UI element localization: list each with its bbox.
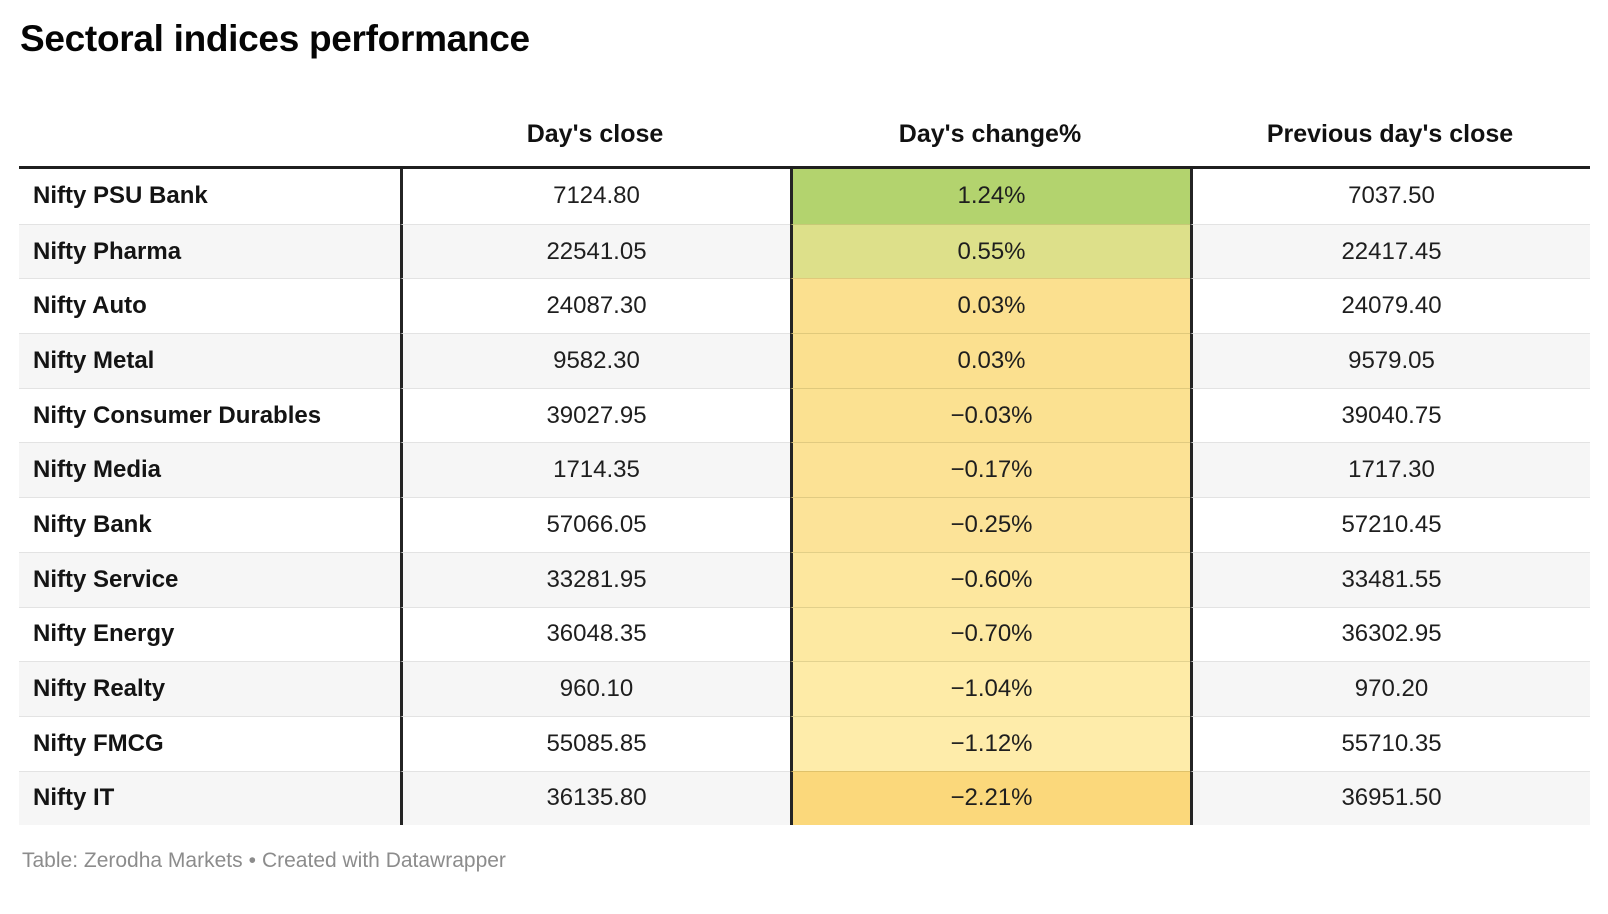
- previous-close-cell: 7037.50: [1190, 169, 1590, 224]
- previous-close-cell: 39040.75: [1190, 387, 1590, 443]
- table-row: Nifty Auto 24087.30 0.03% 24079.40: [19, 278, 1590, 334]
- days-change-cell: −0.03%: [790, 387, 1190, 443]
- days-close-cell: 57066.05: [400, 497, 790, 552]
- table-footer: Table: Zerodha Markets • Created with Data…: [22, 849, 1608, 873]
- previous-close-cell: 36302.95: [1190, 606, 1590, 662]
- column-header-previous-close: Previous day's close: [1266, 120, 1514, 148]
- previous-close-cell: 33481.55: [1190, 551, 1590, 607]
- row-label: Nifty Auto: [19, 278, 400, 334]
- table-body: Nifty PSU Bank 7124.80 1.24% 7037.50 Nif…: [19, 169, 1590, 826]
- days-close-cell: 33281.95: [400, 551, 790, 607]
- row-label: Nifty Consumer Durables: [19, 387, 400, 443]
- datawrapper-table-page: Sectoral indices performance Day's close…: [0, 18, 1608, 914]
- days-close-cell: 960.10: [400, 661, 790, 716]
- row-label: Nifty FMCG: [19, 715, 400, 771]
- days-close-cell: 36135.80: [400, 770, 790, 826]
- sectoral-indices-table: Day's close Day's change% Previous day's…: [19, 60, 1590, 826]
- table-header-row: Day's close Day's change% Previous day's…: [19, 60, 1590, 169]
- days-change-cell: −1.04%: [790, 661, 1190, 716]
- row-label: Nifty Energy: [19, 606, 400, 662]
- row-label: Nifty Realty: [19, 661, 400, 716]
- row-label: Nifty Bank: [19, 497, 400, 552]
- column-header-days-close: Day's close: [526, 120, 664, 148]
- source-label: Table: Zerodha Markets: [22, 849, 243, 873]
- table-row: Nifty PSU Bank 7124.80 1.24% 7037.50: [19, 169, 1590, 224]
- days-change-cell: −0.17%: [790, 442, 1190, 498]
- column-header-days-change: Day's change%: [898, 120, 1082, 148]
- table-row: Nifty Pharma 22541.05 0.55% 22417.45: [19, 223, 1590, 279]
- days-change-cell: −0.70%: [790, 606, 1190, 662]
- days-close-cell: 55085.85: [400, 715, 790, 771]
- table-row: Nifty Consumer Durables 39027.95 −0.03% …: [19, 387, 1590, 443]
- previous-close-cell: 1717.30: [1190, 442, 1590, 498]
- previous-close-cell: 9579.05: [1190, 333, 1590, 388]
- previous-close-cell: 57210.45: [1190, 497, 1590, 552]
- days-close-cell: 7124.80: [400, 169, 790, 224]
- row-label: Nifty Metal: [19, 333, 400, 388]
- days-change-cell: −0.60%: [790, 551, 1190, 607]
- table-row: Nifty Bank 57066.05 −0.25% 57210.45: [19, 497, 1590, 552]
- days-close-cell: 9582.30: [400, 333, 790, 388]
- previous-close-cell: 55710.35: [1190, 715, 1590, 771]
- footer-separator: •: [248, 849, 256, 873]
- row-label: Nifty Media: [19, 442, 400, 498]
- datawrapper-credit-link[interactable]: Created with Datawrapper: [261, 849, 506, 873]
- previous-close-cell: 36951.50: [1190, 770, 1590, 826]
- table-row: Nifty FMCG 55085.85 −1.12% 55710.35: [19, 715, 1590, 771]
- previous-close-cell: 22417.45: [1190, 223, 1590, 279]
- previous-close-cell: 970.20: [1190, 661, 1590, 716]
- days-close-cell: 1714.35: [400, 442, 790, 498]
- days-close-cell: 24087.30: [400, 278, 790, 334]
- table-row: Nifty Energy 36048.35 −0.70% 36302.95: [19, 606, 1590, 662]
- days-change-cell: −0.25%: [790, 497, 1190, 552]
- table-row: Nifty Realty 960.10 −1.04% 970.20: [19, 661, 1590, 716]
- table-row: Nifty IT 36135.80 −2.21% 36951.50: [19, 770, 1590, 826]
- table-row: Nifty Service 33281.95 −0.60% 33481.55: [19, 551, 1590, 607]
- days-change-cell: 0.03%: [790, 333, 1190, 388]
- table-row: Nifty Metal 9582.30 0.03% 9579.05: [19, 333, 1590, 388]
- days-change-cell: 0.03%: [790, 278, 1190, 334]
- row-label: Nifty Pharma: [19, 223, 400, 279]
- previous-close-cell: 24079.40: [1190, 278, 1590, 334]
- days-close-cell: 39027.95: [400, 387, 790, 443]
- row-label: Nifty IT: [19, 770, 400, 826]
- days-change-cell: 1.24%: [790, 169, 1190, 224]
- days-close-cell: 22541.05: [400, 223, 790, 279]
- row-label: Nifty Service: [19, 551, 400, 607]
- row-label: Nifty PSU Bank: [19, 169, 400, 224]
- days-change-cell: −1.12%: [790, 715, 1190, 771]
- table-row: Nifty Media 1714.35 −0.17% 1717.30: [19, 442, 1590, 498]
- days-close-cell: 36048.35: [400, 606, 790, 662]
- days-change-cell: −2.21%: [790, 770, 1190, 826]
- days-change-cell: 0.55%: [790, 223, 1190, 279]
- page-title: Sectoral indices performance: [20, 18, 530, 59]
